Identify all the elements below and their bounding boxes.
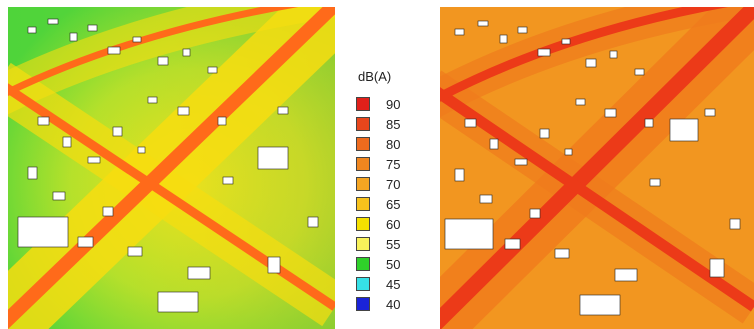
legend-item: 70 <box>350 174 430 194</box>
legend-swatch <box>356 157 370 171</box>
legend-swatch <box>356 217 370 231</box>
legend-item: 55 <box>350 234 430 254</box>
legend-swatch <box>356 97 370 111</box>
legend-swatch <box>356 177 370 191</box>
legend-item: 80 <box>350 134 430 154</box>
legend-label: 55 <box>386 236 401 252</box>
legend: dB(A) 90 85 80 75 70 65 60 55 50 45 40 <box>350 68 430 314</box>
legend-label: 65 <box>386 196 401 212</box>
legend-swatch <box>356 297 370 311</box>
legend-item: 75 <box>350 154 430 174</box>
legend-label: 90 <box>386 96 401 112</box>
legend-swatch <box>356 257 370 271</box>
legend-swatch <box>356 197 370 211</box>
legend-item: 90 <box>350 94 430 114</box>
legend-swatch <box>356 117 370 131</box>
legend-title: dB(A) <box>358 69 392 84</box>
noise-map-right-canvas <box>440 7 754 329</box>
noise-map-left[interactable] <box>8 7 335 329</box>
legend-item: 65 <box>350 194 430 214</box>
legend-item: 40 <box>350 294 430 314</box>
legend-item: 85 <box>350 114 430 134</box>
legend-item: 45 <box>350 274 430 294</box>
noise-map-right[interactable] <box>440 7 754 329</box>
legend-swatch <box>356 277 370 291</box>
legend-label: 80 <box>386 136 401 152</box>
legend-swatch <box>356 137 370 151</box>
legend-list: 90 85 80 75 70 65 60 55 50 45 40 <box>350 94 430 314</box>
noise-map-left-canvas <box>8 7 335 329</box>
legend-label: 75 <box>386 156 401 172</box>
legend-item: 60 <box>350 214 430 234</box>
legend-item: 50 <box>350 254 430 274</box>
legend-swatch <box>356 237 370 251</box>
legend-label: 85 <box>386 116 401 132</box>
legend-label: 40 <box>386 296 401 312</box>
legend-label: 50 <box>386 256 401 272</box>
legend-label: 70 <box>386 176 401 192</box>
legend-label: 60 <box>386 216 401 232</box>
legend-label: 45 <box>386 276 401 292</box>
